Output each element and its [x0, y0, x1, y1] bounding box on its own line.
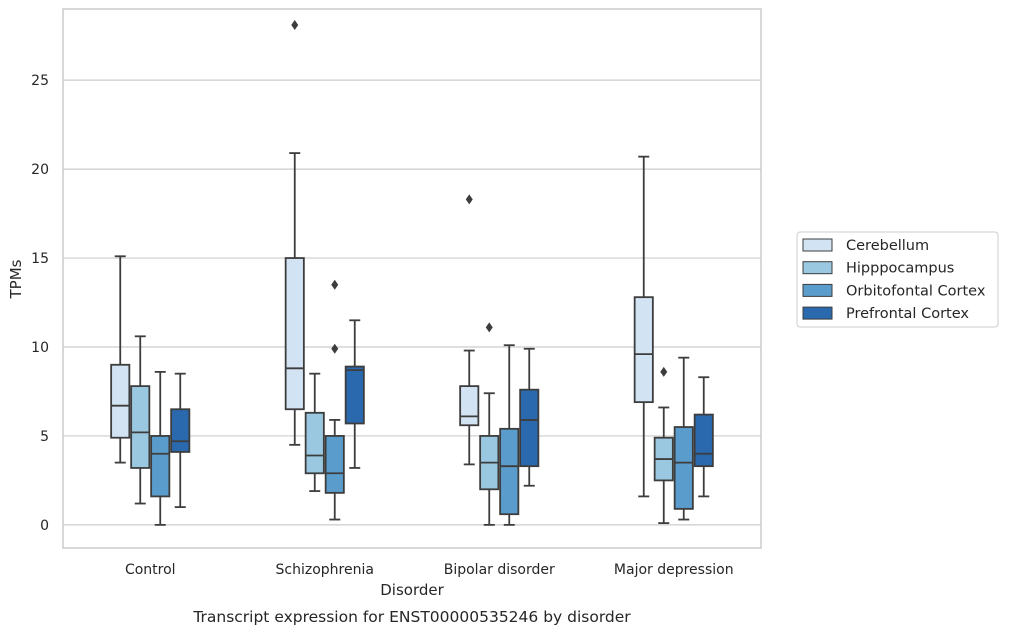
box-body	[519, 388, 540, 468]
box-0-3	[170, 372, 191, 508]
box-0-1	[130, 335, 151, 505]
legend-item: Cerebellum	[802, 238, 929, 254]
legend-item: Orbitofontal Cortex	[802, 283, 986, 299]
legend: Cerebellum Hipppocampus Orbitofontal Corte…	[796, 231, 999, 328]
outlier-point	[660, 366, 668, 377]
box-0-0	[110, 255, 131, 464]
y-tick-label: 15	[31, 251, 49, 267]
box-body	[499, 427, 520, 516]
y-tick-label: 0	[40, 518, 49, 534]
outlier-point	[485, 322, 493, 333]
outlier-point	[331, 343, 339, 354]
plot-frame	[62, 8, 762, 549]
y-tick-label: 25	[31, 73, 49, 89]
box-2-2	[499, 344, 520, 526]
box-body	[110, 363, 131, 439]
box-0-2	[150, 370, 171, 526]
x-tick-label: Control	[125, 562, 176, 578]
y-tick-labels: 0 5 10 15 20 25	[31, 73, 49, 534]
box-body	[284, 257, 305, 411]
box-body	[324, 435, 345, 494]
box-body	[150, 435, 171, 498]
x-tick-label: Major depression	[614, 562, 734, 578]
box-body	[170, 408, 191, 453]
legend-label: Prefrontal Cortex	[846, 306, 969, 322]
legend-item: Hipppocampus	[802, 261, 954, 277]
legend-frame	[796, 231, 999, 328]
x-tick-labels: Control Schizophrenia Bipolar disorder Majo…	[125, 562, 734, 578]
box-1-1	[304, 372, 325, 492]
box-body	[693, 413, 714, 468]
legend-swatch	[802, 238, 833, 252]
box-body	[130, 385, 151, 469]
legend-label: Hipppocampus	[846, 261, 954, 277]
y-tick-label: 10	[31, 340, 49, 356]
legend-swatch	[802, 261, 833, 275]
x-axis-title: Disorder	[380, 581, 444, 599]
box-body	[344, 365, 365, 425]
x-tick-label: Bipolar disorder	[444, 562, 555, 578]
chart-caption: Transcript expression for ENST0000053524…	[192, 608, 631, 626]
y-axis-title: TPMs	[7, 259, 25, 299]
box-3-2	[673, 356, 694, 521]
box-1-3	[344, 319, 365, 469]
box-body	[304, 411, 325, 475]
boxplot-series	[110, 20, 714, 526]
box-2-1	[479, 322, 500, 526]
legend-swatch	[802, 283, 833, 297]
y-tick-label: 5	[40, 429, 49, 445]
legend-label: Cerebellum	[846, 238, 929, 254]
x-tick-label: Schizophrenia	[276, 562, 374, 578]
box-3-0	[633, 155, 654, 498]
box-1-0	[284, 20, 305, 446]
box-body	[459, 385, 480, 427]
y-tick-label: 20	[31, 162, 49, 178]
legend-swatch	[802, 306, 833, 320]
box-2-0	[459, 194, 480, 466]
box-body	[673, 426, 694, 510]
outlier-point	[331, 279, 339, 290]
outlier-point	[291, 20, 299, 31]
box-2-3	[519, 347, 540, 487]
outlier-point	[465, 194, 473, 205]
legend-item: Prefrontal Cortex	[802, 306, 969, 322]
box-1-2	[324, 279, 345, 521]
box-3-1	[653, 366, 674, 524]
legend-label: Orbitofontal Cortex	[846, 283, 986, 299]
box-body	[633, 296, 654, 404]
box-3-3	[693, 376, 714, 498]
